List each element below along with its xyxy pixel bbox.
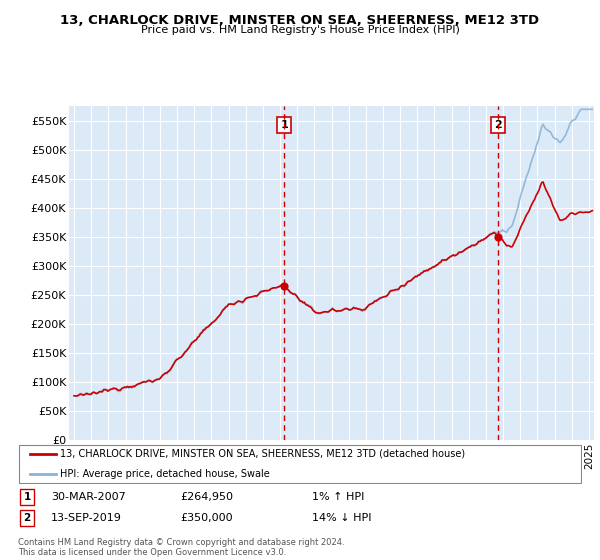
Text: £350,000: £350,000 — [180, 513, 233, 523]
Text: 13, CHARLOCK DRIVE, MINSTER ON SEA, SHEERNESS, ME12 3TD (detached house): 13, CHARLOCK DRIVE, MINSTER ON SEA, SHEE… — [60, 449, 466, 459]
Text: 13-SEP-2019: 13-SEP-2019 — [51, 513, 122, 523]
Text: 1% ↑ HPI: 1% ↑ HPI — [312, 492, 364, 502]
Text: 14% ↓ HPI: 14% ↓ HPI — [312, 513, 371, 523]
Text: HPI: Average price, detached house, Swale: HPI: Average price, detached house, Swal… — [60, 469, 270, 479]
Text: 30-MAR-2007: 30-MAR-2007 — [51, 492, 126, 502]
Text: 1: 1 — [23, 492, 31, 502]
Point — [493, 232, 503, 241]
Text: 1: 1 — [280, 120, 288, 130]
Text: £264,950: £264,950 — [180, 492, 233, 502]
FancyBboxPatch shape — [19, 445, 581, 483]
Text: 13, CHARLOCK DRIVE, MINSTER ON SEA, SHEERNESS, ME12 3TD: 13, CHARLOCK DRIVE, MINSTER ON SEA, SHEE… — [61, 14, 539, 27]
Text: 2: 2 — [23, 513, 31, 523]
Text: Contains HM Land Registry data © Crown copyright and database right 2024.
This d: Contains HM Land Registry data © Crown c… — [18, 538, 344, 557]
Point — [280, 282, 289, 291]
Text: 2: 2 — [494, 120, 502, 130]
Text: Price paid vs. HM Land Registry's House Price Index (HPI): Price paid vs. HM Land Registry's House … — [140, 25, 460, 35]
